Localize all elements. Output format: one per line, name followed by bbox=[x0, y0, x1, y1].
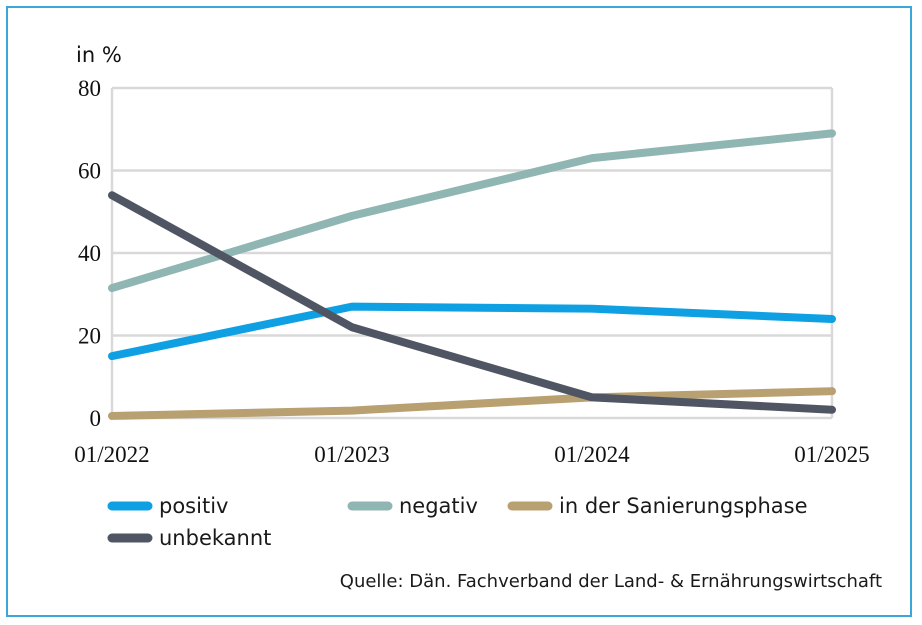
y-tick-label: 20 bbox=[78, 324, 101, 349]
gridlines bbox=[110, 86, 834, 420]
x-tick-label: 01/2025 bbox=[794, 442, 869, 467]
y-tick-label: 0 bbox=[90, 406, 102, 431]
series-line-unbekannt bbox=[108, 191, 836, 414]
y-tick-label: 60 bbox=[78, 159, 101, 184]
source-note: Quelle: Dän. Fachverband der Land- & Ern… bbox=[340, 571, 882, 592]
series-line-in-der-sanierungsphase bbox=[108, 387, 836, 420]
series-line-negativ bbox=[108, 129, 836, 293]
legend-label-unbekannt: unbekannt bbox=[159, 526, 271, 550]
legend-label-in-der-sanierungsphase: in der Sanierungsphase bbox=[559, 494, 808, 518]
x-tick-label: 01/2022 bbox=[74, 442, 149, 467]
y-tick-label: 80 bbox=[78, 76, 101, 101]
x-tick-label: 01/2023 bbox=[314, 442, 389, 467]
legend: positiv negativ in der Sanierungsphase unbe… bbox=[107, 494, 808, 550]
x-tick-labels: 01/2022 01/2023 01/2024 01/2025 bbox=[74, 442, 869, 467]
legend-label-positiv: positiv bbox=[159, 494, 228, 518]
y-tick-labels: 0 20 40 60 80 bbox=[78, 76, 101, 431]
legend-label-negativ: negativ bbox=[399, 494, 478, 518]
series-lines bbox=[108, 129, 836, 420]
series-line-positiv bbox=[108, 302, 836, 361]
y-unit-label: in % bbox=[76, 43, 122, 67]
x-tick-label: 01/2024 bbox=[554, 442, 630, 467]
y-tick-label: 40 bbox=[78, 241, 101, 266]
